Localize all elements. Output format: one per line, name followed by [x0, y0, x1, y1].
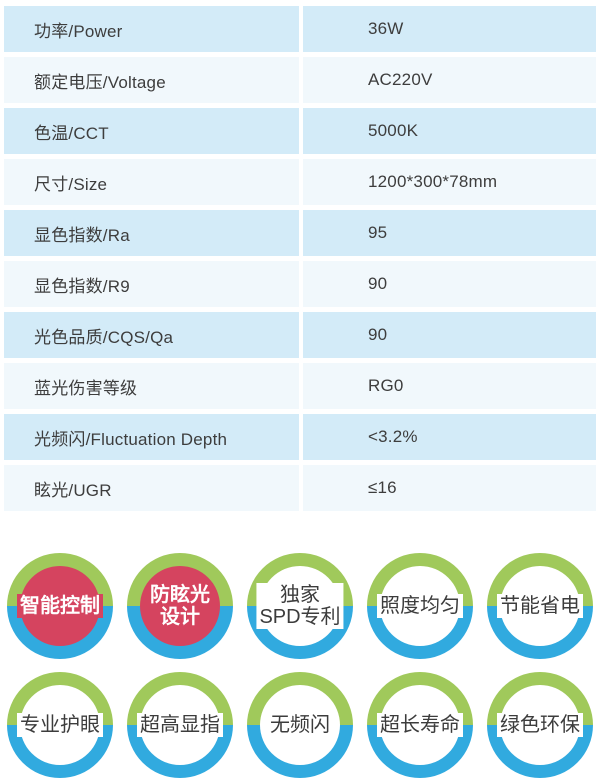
spec-label: 蓝光伤害等级	[4, 363, 299, 409]
badge-spd-patent: 独家 SPD专利	[247, 553, 353, 659]
badge-label: 超高显指	[137, 713, 223, 737]
badge-cell: 超高显指	[120, 672, 240, 778]
spec-value: AC220V	[303, 57, 596, 103]
spec-value: 90	[303, 261, 596, 307]
badge-cell: 智能控制	[0, 553, 120, 659]
table-row-r9: 显色指数/R9 90	[4, 261, 596, 307]
badge-cell: 专业护眼	[0, 672, 120, 778]
spec-label: 功率/Power	[4, 6, 299, 52]
spec-table: 功率/Power 36W 额定电压/Voltage AC220V 色温/CCT …	[4, 6, 596, 511]
spec-value: 36W	[303, 6, 596, 52]
badge-label: 智能控制	[17, 594, 103, 618]
spec-label: 显色指数/Ra	[4, 210, 299, 256]
table-row-blue-light: 蓝光伤害等级 RG0	[4, 363, 596, 409]
badge-label: 防眩光 设计	[147, 583, 213, 629]
badge-high-cri: 超高显指	[127, 672, 233, 778]
table-row-ugr: 眩光/UGR ≤16	[4, 465, 596, 511]
table-row-power: 功率/Power 36W	[4, 6, 596, 52]
badge-eco-friendly: 绿色环保	[487, 672, 593, 778]
badge-cell: 绿色环保	[480, 672, 600, 778]
spec-value: 1200*300*78mm	[303, 159, 596, 205]
badge-eye-protection: 专业护眼	[7, 672, 113, 778]
badge-row-1: 智能控制 防眩光 设计 独家 SPD专利 照度均匀	[0, 553, 600, 659]
table-row-voltage: 额定电压/Voltage AC220V	[4, 57, 596, 103]
spec-label: 额定电压/Voltage	[4, 57, 299, 103]
badge-cell: 照度均匀	[360, 553, 480, 659]
table-row-size: 尺寸/Size 1200*300*78mm	[4, 159, 596, 205]
badge-cell: 无频闪	[240, 672, 360, 778]
spec-value: RG0	[303, 363, 596, 409]
badge-energy-saving: 节能省电	[487, 553, 593, 659]
badge-label: 独家 SPD专利	[256, 583, 344, 629]
spec-label: 显色指数/R9	[4, 261, 299, 307]
spec-value: <3.2%	[303, 414, 596, 460]
badge-label: 照度均匀	[377, 594, 463, 618]
badge-long-lifespan: 超长寿命	[367, 672, 473, 778]
badge-label: 节能省电	[497, 594, 583, 618]
badge-anti-glare: 防眩光 设计	[127, 553, 233, 659]
spec-label: 光色品质/CQS/Qa	[4, 312, 299, 358]
spec-label: 眩光/UGR	[4, 465, 299, 511]
spec-value: 5000K	[303, 108, 596, 154]
spec-value: ≤16	[303, 465, 596, 511]
spec-label: 光频闪/Fluctuation Depth	[4, 414, 299, 460]
table-row-cqs: 光色品质/CQS/Qa 90	[4, 312, 596, 358]
badge-label: 超长寿命	[377, 713, 463, 737]
badge-label: 专业护眼	[17, 713, 103, 737]
badge-smart-control: 智能控制	[7, 553, 113, 659]
table-row-flicker: 光频闪/Fluctuation Depth <3.2%	[4, 414, 596, 460]
badge-uniform-illuminance: 照度均匀	[367, 553, 473, 659]
spec-label: 色温/CCT	[4, 108, 299, 154]
badge-no-flicker: 无频闪	[247, 672, 353, 778]
feature-badges: 智能控制 防眩光 设计 独家 SPD专利 照度均匀	[0, 553, 600, 778]
badge-cell: 独家 SPD专利	[240, 553, 360, 659]
spec-value: 90	[303, 312, 596, 358]
badge-row-2: 专业护眼 超高显指 无频闪 超长寿命	[0, 672, 600, 778]
spec-value: 95	[303, 210, 596, 256]
table-row-cct: 色温/CCT 5000K	[4, 108, 596, 154]
badge-cell: 节能省电	[480, 553, 600, 659]
badge-cell: 防眩光 设计	[120, 553, 240, 659]
badge-cell: 超长寿命	[360, 672, 480, 778]
badge-label: 无频闪	[267, 713, 333, 737]
table-row-ra: 显色指数/Ra 95	[4, 210, 596, 256]
badge-label: 绿色环保	[497, 713, 583, 737]
spec-label: 尺寸/Size	[4, 159, 299, 205]
